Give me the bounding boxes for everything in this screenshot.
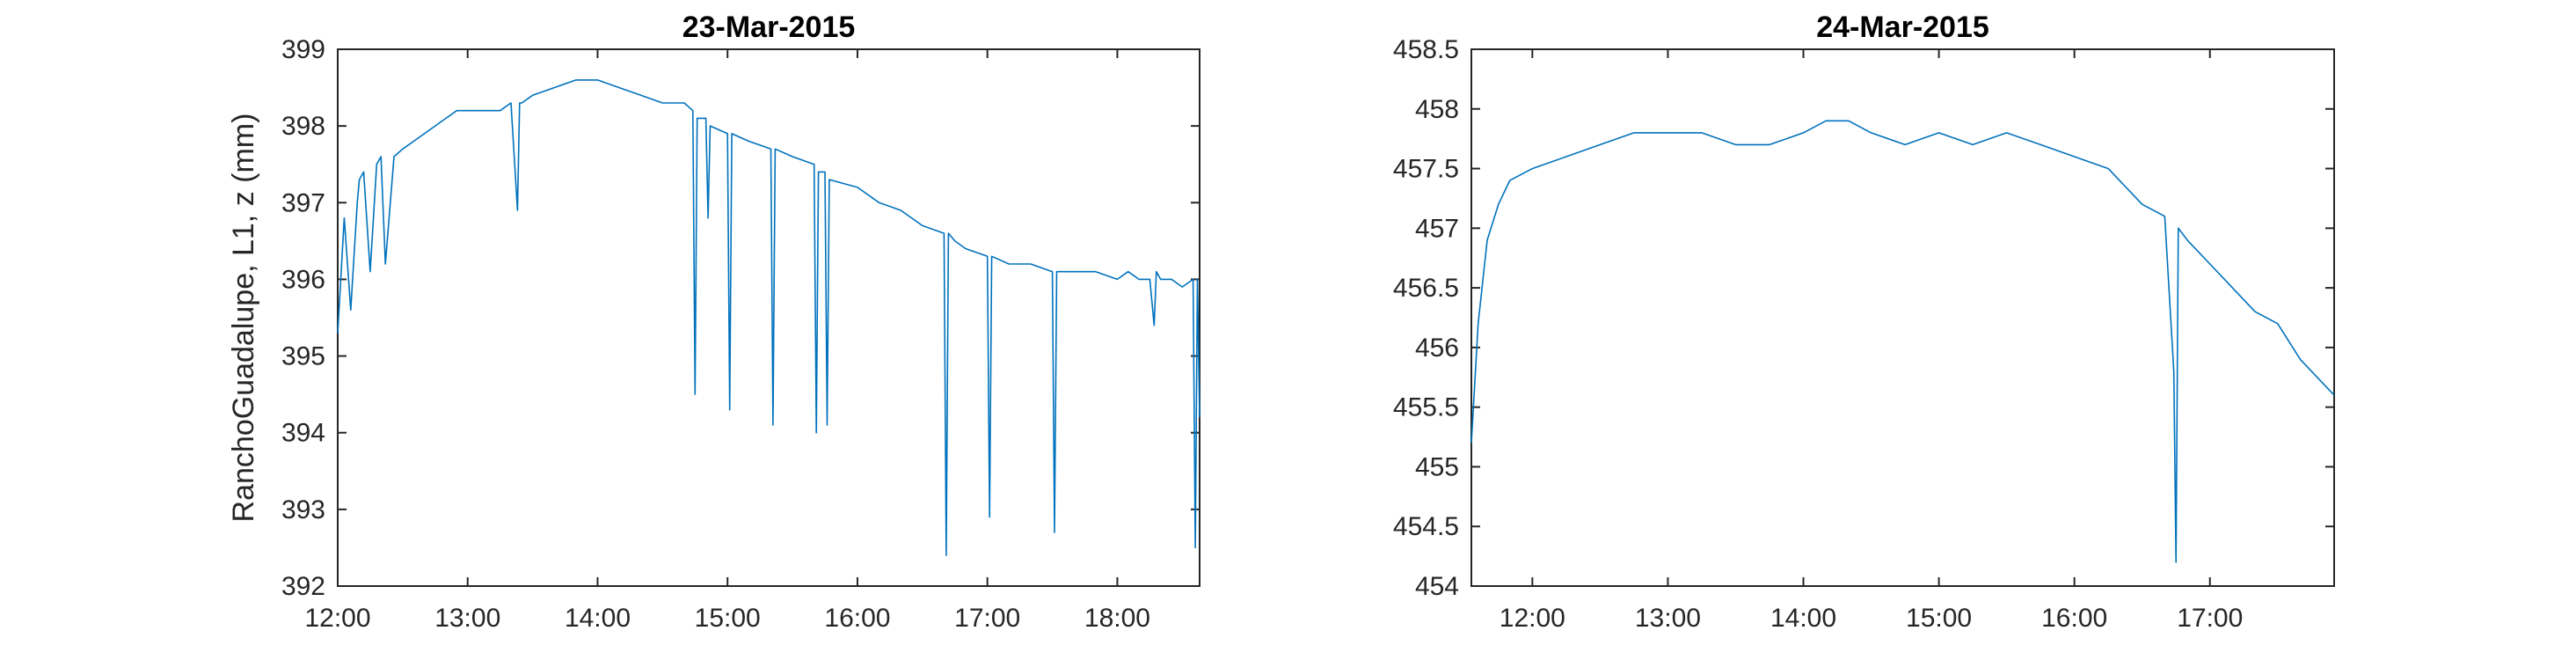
x-tick-label: 12:00 <box>1500 604 1565 633</box>
y-tick-label: 392 <box>281 572 325 601</box>
x-tick-label: 15:00 <box>695 604 761 633</box>
y-tick-label: 395 <box>281 342 325 371</box>
axes-box <box>337 48 1200 587</box>
x-tick-label: 13:00 <box>434 604 500 633</box>
y-tick-label: 458.5 <box>1393 35 1459 64</box>
series-line <box>1470 120 2335 563</box>
y-tick-label: 457.5 <box>1393 155 1459 184</box>
chart-23-mar: 23-Mar-2015 RanchoGuadalupe, L1, z (mm) … <box>227 11 1200 633</box>
y-tick-label: 456 <box>1415 334 1459 363</box>
x-axis-ticks: 12:00 13:00 14:00 15:00 16:00 17:00 18:00 <box>304 49 1150 633</box>
x-tick-label: 17:00 <box>954 604 1020 633</box>
y-axis-ticks: 392 393 394 395 396 397 398 399 <box>281 35 1200 601</box>
chart-title: 24-Mar-2015 <box>1816 11 1989 44</box>
x-tick-label: 16:00 <box>2041 604 2107 633</box>
y-axis-ticks: 454 454.5 455 455.5 456 456.5 457 457.5 458 458.5 <box>1393 35 2334 601</box>
x-tick-label: 14:00 <box>1770 604 1836 633</box>
y-tick-label: 458 <box>1415 95 1459 124</box>
y-tick-label: 393 <box>281 495 325 524</box>
x-axis-ticks: 12:00 13:00 14:00 15:00 16:00 17:00 <box>1500 49 2243 633</box>
chart-title: 23-Mar-2015 <box>682 11 856 44</box>
y-tick-label: 397 <box>281 188 325 217</box>
axes-box <box>1470 48 2335 587</box>
y-axis-label: RanchoGuadalupe, L1, z (mm) <box>227 114 260 523</box>
y-tick-label: 454 <box>1415 572 1459 601</box>
x-tick-label: 12:00 <box>304 604 370 633</box>
chart-24-mar: 24-Mar-2015 454454.5455455.5456456.54574… <box>1393 11 2335 633</box>
y-tick-label: 455 <box>1415 452 1459 481</box>
y-tick-label: 396 <box>281 265 325 294</box>
y-tick-label: 394 <box>281 419 325 448</box>
x-tick-label: 13:00 <box>1635 604 1701 633</box>
x-tick-label: 17:00 <box>2177 604 2243 633</box>
y-tick-label: 457 <box>1415 214 1459 243</box>
y-tick-label: 398 <box>281 112 325 141</box>
x-tick-label: 18:00 <box>1084 604 1150 633</box>
x-tick-label: 16:00 <box>824 604 890 633</box>
y-tick-label: 399 <box>281 35 325 64</box>
y-tick-label: 456.5 <box>1393 274 1459 303</box>
series-line <box>337 79 1200 556</box>
x-tick-label: 15:00 <box>1906 604 1972 633</box>
y-tick-label: 455.5 <box>1393 393 1459 422</box>
x-tick-label: 14:00 <box>565 604 631 633</box>
y-tick-label: 454.5 <box>1393 512 1459 541</box>
